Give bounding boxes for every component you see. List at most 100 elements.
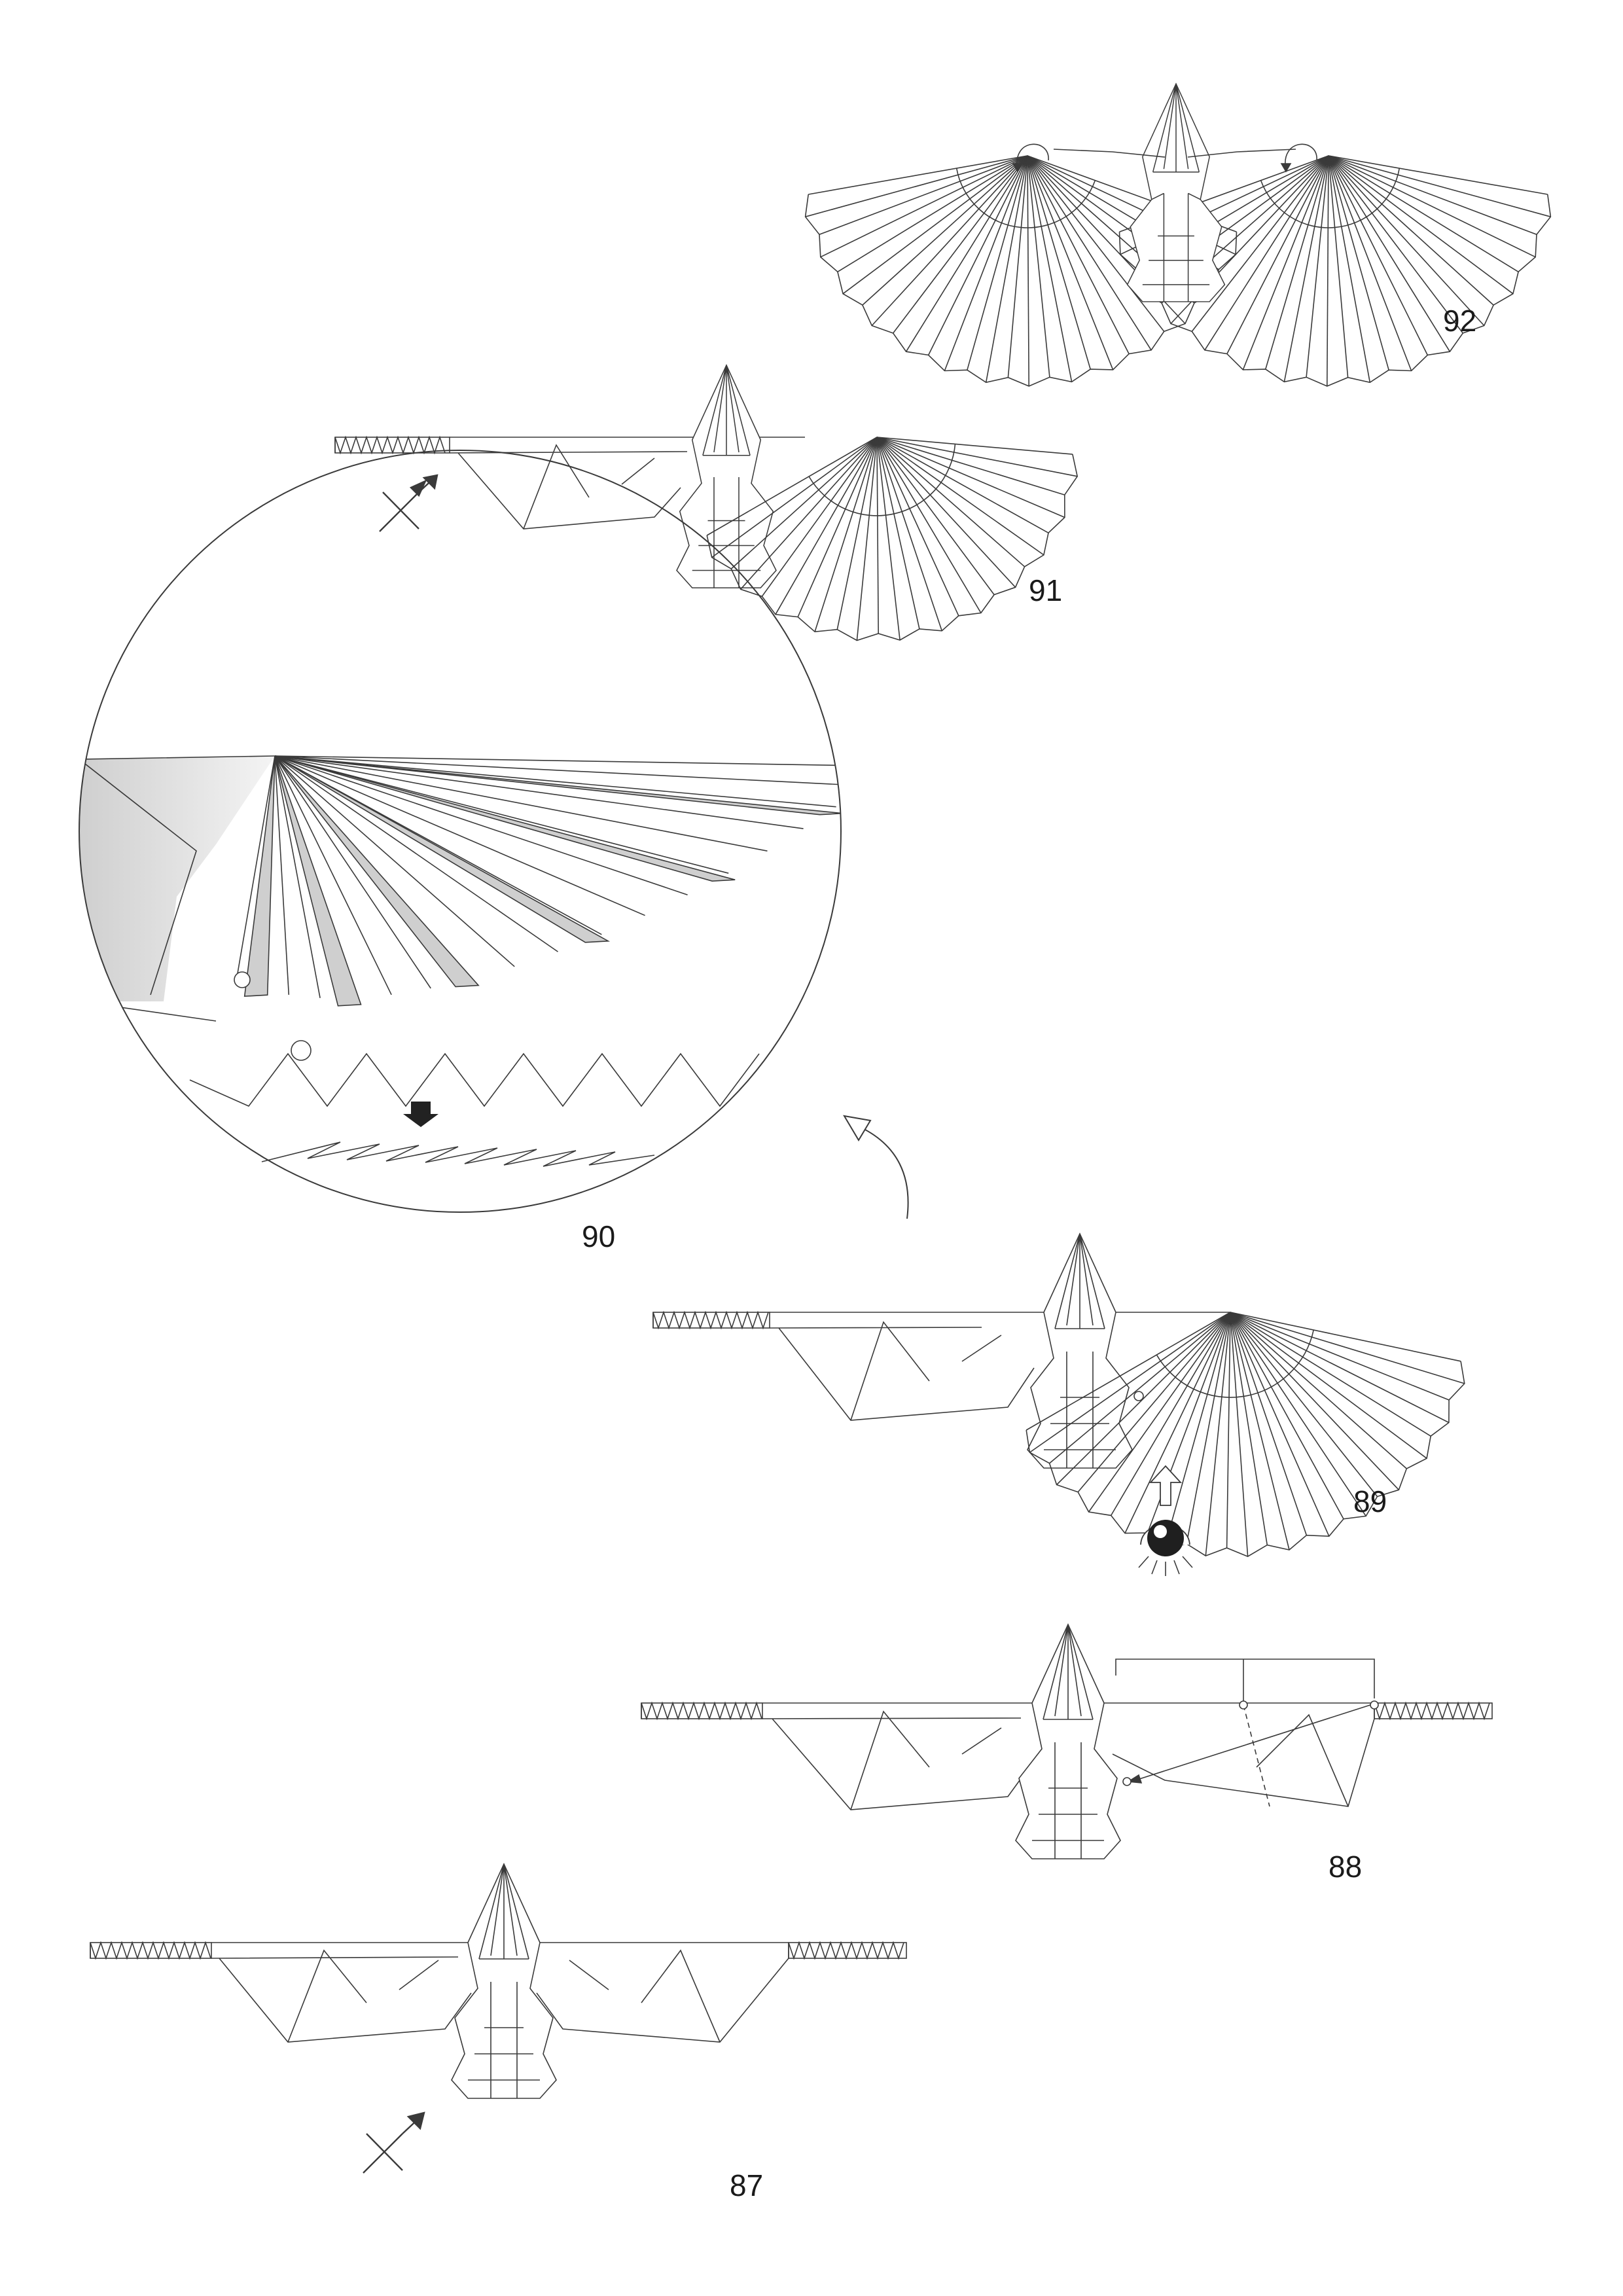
fan-rib [805,155,1028,217]
zoom-fan-shaded-flap [243,755,276,997]
zoom-fan-shaded-flap [274,755,611,943]
fan-rib [1283,155,1329,382]
fan-rib [1204,155,1329,351]
view-direction-eye-icon [1138,1520,1193,1576]
fan-rib [1328,155,1551,217]
fan-outline [1026,1361,1465,1557]
right-fan-wing [1026,1312,1465,1557]
zoom-fan-rib [274,755,841,767]
flip-over-arrow-icon [363,2111,425,2174]
flip-over-arrow-icon [379,474,438,532]
left-wing-folds [449,437,805,529]
fan-rib [1205,1312,1231,1556]
fan-rib [876,437,1049,533]
fold-arrow-line [1135,1704,1373,1781]
zoom-fan-shaded-flap [274,755,362,1007]
fan-rib [1328,155,1494,306]
right-pleated-wing [788,1941,907,1960]
fan-rib [967,155,1028,370]
fan-rib [1328,155,1537,236]
step-92-figure [804,82,1552,387]
zoom-fan-rib [274,755,515,967]
fan-rib [1027,155,1152,351]
pleat-zigzag [652,1310,769,1330]
fan-rib [876,437,1065,495]
fan-rib [706,437,878,536]
fan-rib [1328,155,1536,258]
fan-rib [842,155,1028,295]
zoom-fan-shaded-flap [274,755,480,988]
left-pleated-wing [334,435,450,455]
fan-rib [1027,155,1029,387]
zoom-fan-rib [274,755,321,998]
fan-rib [1306,155,1329,378]
fan-rib [711,437,878,558]
fan-rib [944,155,1028,371]
reference-point-icon [1239,1700,1248,1710]
bird-body [1015,1623,1121,1859]
fan-rib [761,437,878,597]
bird-body [676,364,777,588]
fan-rib [1027,155,1091,370]
fan-rib [1328,155,1514,295]
pleat-zigzag [788,1941,904,1960]
left-pleated-wing [641,1701,763,1721]
zoom-fan-shaded-flap [274,755,736,882]
reference-point-icon [1370,1700,1379,1710]
fan-rib [1230,1312,1431,1437]
reference-point-icon [1133,1391,1144,1401]
pleat-zigzag [90,1941,211,1960]
fan-rib [876,437,920,630]
zoom-fan-rib [274,755,431,989]
bird-body [451,1863,557,2099]
bird-body [1126,82,1226,302]
collapsed-pleat-profile [261,1141,655,1167]
fan-rib [1226,1312,1231,1549]
fan-rib [876,437,995,596]
zoom-fan-rib [274,755,729,874]
zoom-fan-rib [274,755,558,952]
left-fan-wing [804,155,1238,387]
fan-rib [1265,155,1329,370]
fan-rib [1230,1312,1268,1545]
zoom-fan-rib [274,755,645,916]
step-label-88: 88 [1329,1850,1362,1884]
fan-rib [730,437,878,569]
fan-rib [1230,1312,1344,1520]
step-label-87: 87 [730,2168,763,2202]
fan-rib [1111,1312,1231,1516]
fan-rib [1230,1312,1330,1537]
step-label-92: 92 [1443,304,1476,338]
fan-rib [819,155,1028,236]
right-fan-wing [1118,155,1552,387]
fan-rib [856,437,878,641]
left-pleated-wing [652,1310,770,1330]
fan-rib [1027,155,1114,370]
zoom-fan-rib [274,755,836,808]
fan-rib [1029,1312,1231,1453]
step-87-figure [90,1863,907,2174]
fan-rib [1088,1312,1231,1513]
left-pleated-wing [90,1941,212,1960]
zoom-fan-rib [274,755,768,852]
step-label-89: 89 [1353,1484,1387,1518]
zoom-fan-shaded-flap [274,755,841,816]
view-arrow-icon [1149,1465,1183,1506]
fan-outline [1118,194,1552,387]
right-pleated-wing [1374,1701,1493,1721]
fan-rib [871,155,1028,327]
fan-rib [1230,1312,1450,1424]
fan-rib [1230,1312,1308,1535]
fan-rib [1230,1312,1366,1516]
fan-rib [808,155,1028,195]
zoom-fan-rib [274,755,804,829]
zoom-return-arrow-head [843,1115,872,1141]
rotate-arrow-head [1280,163,1292,173]
fan-rib [876,437,1016,588]
fan-rib [1186,1312,1231,1544]
zoom-fan-rib [274,755,688,895]
fan-rib [814,437,878,632]
reference-point-icon [1122,1777,1132,1786]
zoom-fan-rib [274,755,841,787]
